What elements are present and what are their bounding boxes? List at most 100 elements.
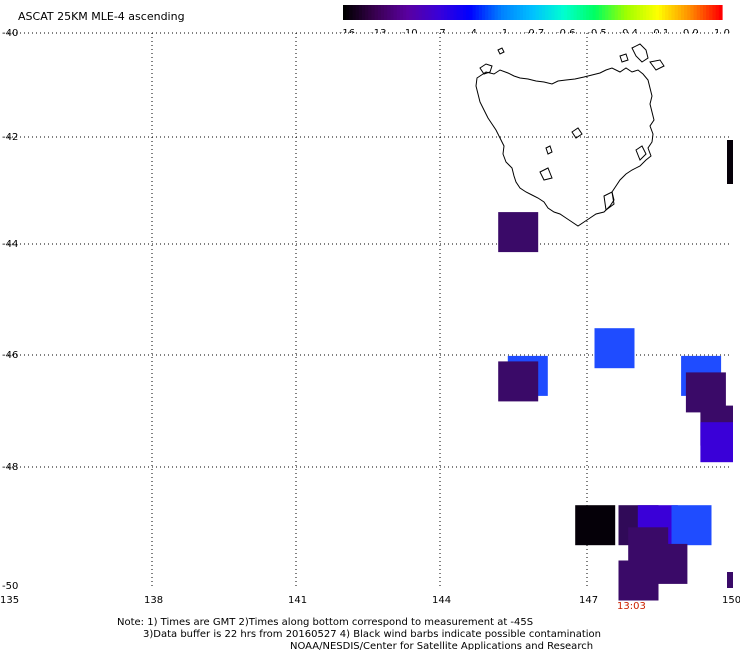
- colorbar-segment: [605, 5, 609, 20]
- small-isle-2: [545, 145, 553, 155]
- wind-cell: [700, 422, 733, 463]
- colorbar-segment: [368, 5, 373, 20]
- colorbar-segment: [523, 5, 527, 20]
- colorbar-segment: [624, 5, 628, 20]
- colorbar-segment: [620, 5, 625, 20]
- lon-label-141: 141: [288, 595, 307, 606]
- tasmania-coastline: [475, 43, 665, 227]
- colorbar-segment: [636, 5, 641, 20]
- colorbar-segment: [437, 5, 442, 20]
- colorbar-segment: [516, 5, 521, 20]
- colorbar-segment: [665, 5, 669, 20]
- colorbar-segment: [674, 5, 679, 20]
- colorbar-segment: [371, 5, 376, 20]
- colorbar-segment: [428, 5, 433, 20]
- colorbar-segment: [538, 5, 543, 20]
- lon-label-150: 150: [722, 595, 740, 606]
- colorbar-segment: [633, 5, 638, 20]
- colorbar-segment: [712, 5, 717, 20]
- wind-cell: [575, 505, 616, 546]
- maria-island: [635, 145, 647, 161]
- colorbar-segment: [488, 5, 493, 20]
- colorbar-segment: [579, 5, 584, 20]
- lon-label-135: 135: [0, 595, 19, 606]
- colorbar-segment: [564, 5, 568, 20]
- colorbar-segment: [463, 5, 467, 20]
- colorbar-segment: [592, 5, 597, 20]
- colorbar-segment: [576, 5, 581, 20]
- colorbar-segment: [671, 5, 676, 20]
- colorbar-segment: [718, 5, 723, 20]
- colorbar-segment: [589, 5, 594, 20]
- lat-label-40: -40: [2, 28, 18, 39]
- king-island: [479, 63, 493, 75]
- colorbar-segment: [475, 5, 480, 20]
- colorbar-segment: [696, 5, 701, 20]
- colorbar-segment: [390, 5, 395, 20]
- colorbar-segment: [690, 5, 695, 20]
- colorbar-segment: [551, 5, 556, 20]
- lat-label-44: -44: [2, 239, 18, 250]
- wind-cell: [498, 361, 539, 402]
- colorbar-segment: [646, 5, 650, 20]
- gridlines: [8, 32, 730, 586]
- colorbar-segment: [358, 5, 363, 20]
- colorbar-segment: [444, 5, 448, 20]
- colorbar-segment: [352, 5, 357, 20]
- colorbar-segment: [703, 5, 707, 20]
- note-line-3: NOAA/NESDIS/Center for Satellite Applica…: [290, 641, 593, 650]
- colorbar-segment: [614, 5, 619, 20]
- colorbar-segment: [425, 5, 429, 20]
- wind-cells: [498, 140, 733, 601]
- colorbar-segment: [415, 5, 420, 20]
- colorbar-segment: [677, 5, 682, 20]
- colorbar-segment: [409, 5, 414, 20]
- colorbar-segment: [611, 5, 616, 20]
- wind-cell: [618, 560, 659, 601]
- map-frame: [8, 33, 730, 586]
- wind-cell-edge: [727, 140, 733, 184]
- colorbar-segment: [403, 5, 407, 20]
- colorbar-segment: [406, 5, 410, 20]
- colorbar-segment: [557, 5, 562, 20]
- colorbar-segment: [680, 5, 685, 20]
- colorbar-segment: [684, 5, 688, 20]
- colorbar-segment: [601, 5, 606, 20]
- colorbar-segment: [447, 5, 451, 20]
- small-isle-5: [497, 47, 505, 55]
- colorbar-segment: [459, 5, 464, 20]
- colorbar-segment: [554, 5, 559, 20]
- colorbar-segment: [361, 5, 366, 20]
- small-isle-1: [571, 127, 583, 139]
- colorbar-segment: [412, 5, 417, 20]
- small-isle-3: [539, 167, 553, 181]
- colorbar-segment: [421, 5, 426, 20]
- colorbar-segment: [639, 5, 644, 20]
- colorbar-segment: [560, 5, 565, 20]
- colorbar-segment: [608, 5, 613, 20]
- colorbar-segment: [481, 5, 486, 20]
- colorbar-segment: [655, 5, 660, 20]
- colorbar-segment: [396, 5, 401, 20]
- colorbar-segment: [630, 5, 635, 20]
- colorbar-segment: [497, 5, 502, 20]
- colorbar-segment: [595, 5, 600, 20]
- wind-cell: [594, 328, 635, 369]
- colorbar-segment: [478, 5, 483, 20]
- lon-labels: 135 138 141 144 147 150: [0, 595, 740, 606]
- colorbar-segment: [450, 5, 455, 20]
- colorbar-segment: [374, 5, 379, 20]
- colorbar-segment: [661, 5, 666, 20]
- colorbar-segment: [491, 5, 496, 20]
- colorbar-segment: [706, 5, 710, 20]
- colorbar-segment: [355, 5, 360, 20]
- lat-label-48: -48: [2, 462, 18, 473]
- colorbar-segment: [343, 5, 347, 20]
- lat-label-42: -42: [2, 132, 18, 143]
- colorbar-segment: [535, 5, 540, 20]
- colorbar-segment: [513, 5, 518, 20]
- lat-labels: -40 -42 -44 -46 -48 -50: [2, 28, 18, 592]
- colorbar-segment: [693, 5, 698, 20]
- colorbar-segment: [510, 5, 515, 20]
- colorbar-segment: [529, 5, 534, 20]
